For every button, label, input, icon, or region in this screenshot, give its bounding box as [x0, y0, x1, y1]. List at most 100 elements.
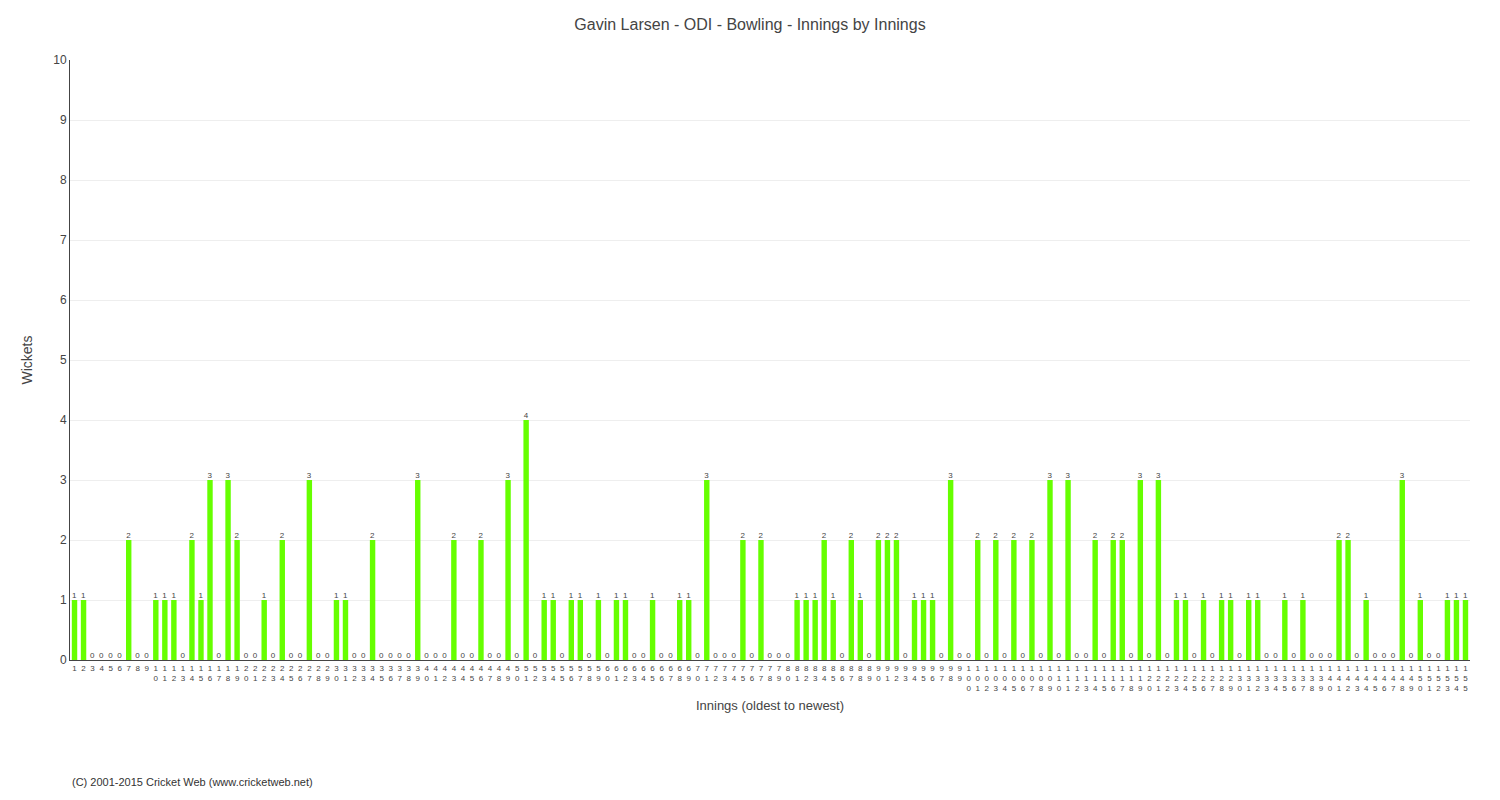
svg-text:4: 4 — [524, 411, 529, 420]
svg-text:19: 19 — [235, 664, 240, 683]
svg-text:3: 3 — [506, 471, 511, 480]
svg-text:92: 92 — [894, 664, 899, 683]
svg-text:0: 0 — [488, 651, 493, 660]
svg-text:0: 0 — [632, 651, 637, 660]
svg-text:0: 0 — [108, 651, 113, 660]
svg-text:10: 10 — [53, 53, 67, 67]
svg-text:0: 0 — [984, 651, 989, 660]
svg-text:140: 140 — [1328, 664, 1333, 694]
svg-text:26: 26 — [298, 664, 303, 683]
svg-text:155: 155 — [1463, 664, 1468, 694]
svg-text:0: 0 — [1237, 651, 1242, 660]
svg-text:1: 1 — [1246, 591, 1251, 600]
svg-text:86: 86 — [840, 664, 845, 683]
svg-text:13: 13 — [181, 664, 186, 683]
svg-text:2: 2 — [1111, 531, 1116, 540]
svg-text:45: 45 — [470, 664, 475, 683]
svg-text:148: 148 — [1400, 664, 1405, 694]
svg-text:31: 31 — [343, 664, 348, 683]
svg-text:0: 0 — [1020, 651, 1025, 660]
svg-text:66: 66 — [659, 664, 664, 683]
svg-text:2: 2 — [1029, 531, 1034, 540]
svg-text:101: 101 — [976, 664, 981, 694]
svg-text:0: 0 — [966, 651, 971, 660]
svg-text:18: 18 — [226, 664, 231, 683]
svg-text:3: 3 — [704, 471, 709, 480]
svg-text:1: 1 — [813, 591, 818, 600]
svg-text:1: 1 — [334, 591, 339, 600]
svg-text:0: 0 — [361, 651, 366, 660]
svg-text:2: 2 — [758, 531, 763, 540]
svg-text:0: 0 — [271, 651, 276, 660]
svg-text:28: 28 — [316, 664, 321, 683]
svg-text:42: 42 — [443, 664, 448, 683]
svg-text:0: 0 — [1309, 651, 1314, 660]
svg-text:44: 44 — [461, 664, 466, 683]
svg-text:124: 124 — [1183, 664, 1188, 694]
svg-text:3: 3 — [1138, 471, 1143, 480]
svg-text:0: 0 — [1273, 651, 1278, 660]
svg-text:1: 1 — [1219, 591, 1224, 600]
svg-text:96: 96 — [930, 664, 935, 683]
svg-text:1: 1 — [60, 593, 67, 607]
svg-text:1: 1 — [81, 591, 86, 600]
svg-text:105: 105 — [1012, 664, 1017, 694]
svg-text:1: 1 — [1300, 591, 1305, 600]
svg-text:61: 61 — [614, 664, 619, 683]
svg-text:0: 0 — [289, 651, 294, 660]
svg-text:1: 1 — [578, 591, 583, 600]
svg-text:89: 89 — [867, 664, 872, 683]
svg-text:152: 152 — [1436, 664, 1441, 694]
svg-text:0: 0 — [352, 651, 357, 660]
svg-text:0: 0 — [60, 653, 67, 667]
svg-text:2: 2 — [993, 531, 998, 540]
svg-text:119: 119 — [1138, 664, 1143, 694]
svg-text:120: 120 — [1147, 664, 1152, 694]
svg-text:127: 127 — [1210, 664, 1215, 694]
svg-text:50: 50 — [515, 664, 520, 683]
svg-text:2: 2 — [1346, 531, 1351, 540]
svg-text:0: 0 — [1192, 651, 1197, 660]
svg-text:0: 0 — [1057, 651, 1062, 660]
svg-text:2: 2 — [1120, 531, 1125, 540]
svg-text:0: 0 — [1391, 651, 1396, 660]
svg-text:1: 1 — [858, 591, 863, 600]
svg-text:0: 0 — [749, 651, 754, 660]
svg-text:0: 0 — [587, 651, 592, 660]
svg-text:5: 5 — [60, 353, 67, 367]
svg-text:0: 0 — [460, 651, 465, 660]
svg-text:0: 0 — [1084, 651, 1089, 660]
svg-text:2: 2 — [975, 531, 980, 540]
svg-text:153: 153 — [1445, 664, 1450, 694]
svg-text:63: 63 — [632, 664, 637, 683]
svg-text:133: 133 — [1265, 664, 1270, 694]
svg-text:0: 0 — [1002, 651, 1007, 660]
svg-text:12: 12 — [172, 664, 177, 683]
svg-text:10: 10 — [154, 664, 159, 683]
svg-text:1: 1 — [930, 591, 935, 600]
svg-text:147: 147 — [1391, 664, 1396, 694]
svg-text:137: 137 — [1301, 664, 1306, 694]
svg-text:118: 118 — [1129, 664, 1134, 694]
svg-text:1: 1 — [569, 591, 574, 600]
svg-text:1: 1 — [153, 591, 158, 600]
svg-text:2: 2 — [885, 531, 890, 540]
svg-text:0: 0 — [903, 651, 908, 660]
svg-text:130: 130 — [1237, 664, 1242, 694]
svg-text:0: 0 — [469, 651, 474, 660]
svg-text:88: 88 — [858, 664, 863, 683]
svg-text:1: 1 — [162, 591, 167, 600]
svg-text:8: 8 — [60, 173, 67, 187]
svg-text:1: 1 — [72, 591, 77, 600]
svg-text:87: 87 — [849, 664, 854, 683]
svg-text:2: 2 — [478, 531, 483, 540]
svg-text:0: 0 — [117, 651, 122, 660]
svg-text:78: 78 — [768, 664, 773, 683]
svg-text:59: 59 — [596, 664, 601, 683]
svg-text:0: 0 — [379, 651, 384, 660]
svg-text:1: 1 — [912, 591, 917, 600]
svg-text:77: 77 — [759, 664, 764, 683]
svg-text:64: 64 — [641, 664, 646, 683]
svg-text:6: 6 — [117, 664, 122, 673]
svg-text:0: 0 — [99, 651, 104, 660]
